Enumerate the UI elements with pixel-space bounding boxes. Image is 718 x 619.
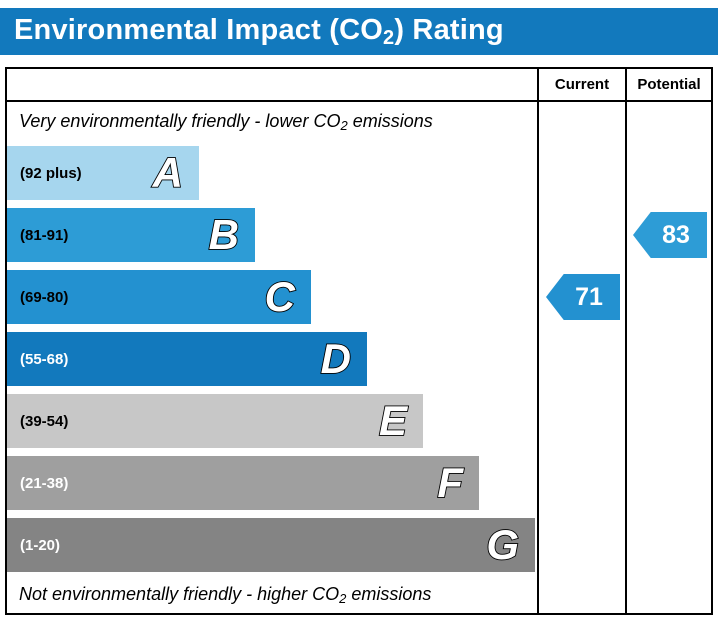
band-range-f: (21-38) xyxy=(20,474,69,492)
band-letter-b: B xyxy=(208,211,240,258)
band-row-f: (21-38) F xyxy=(7,452,537,514)
band-row-e: (39-54) E xyxy=(7,390,537,452)
band-range-e: (39-54) xyxy=(20,412,69,430)
band-bar-f: (21-38) F xyxy=(7,456,479,510)
potential-column-header: Potential xyxy=(625,69,711,102)
bands-panel: Very environmentally friendly - lower CO… xyxy=(7,102,537,613)
band-letter-d: D xyxy=(320,335,352,382)
potential-rating-value: 83 xyxy=(662,220,690,249)
top-note-text: Very environmentally friendly - lower CO… xyxy=(19,111,433,133)
current-column-header: Current xyxy=(537,69,625,102)
band-row-d: (55-68) D xyxy=(7,328,537,390)
top-note: Very environmentally friendly - lower CO… xyxy=(7,102,537,142)
current-column-body: 71 xyxy=(537,102,625,613)
potential-column-body: 83 xyxy=(625,102,711,613)
potential-rating-arrow: 83 xyxy=(633,212,707,258)
band-range-a: (92 plus) xyxy=(20,164,82,182)
band-bar-c: (69-80) C xyxy=(7,270,311,324)
page-title-pre: Environmental Impact (CO xyxy=(14,13,383,46)
page-title-subscript: 2 xyxy=(382,26,395,49)
band-row-g: (1-20) G xyxy=(7,514,537,576)
bottom-note-text: Not environmentally friendly - higher CO… xyxy=(19,583,432,606)
band-row-a: (92 plus) A xyxy=(7,142,537,204)
chart-title-bar: Environmental Impact (CO2) Rating xyxy=(0,8,718,55)
band-bar-b: (81-91) B xyxy=(7,208,255,262)
band-bar-e: (39-54) E xyxy=(7,394,423,448)
current-rating-arrow: 71 xyxy=(546,274,620,320)
band-row-b: (81-91) B xyxy=(7,204,537,266)
band-range-c: (69-80) xyxy=(20,288,69,306)
page-title: Environmental Impact (CO2) Rating xyxy=(14,14,504,50)
main-header-cell xyxy=(7,69,537,102)
band-list: (92 plus) A (81-91) B (69-80) C xyxy=(7,142,537,576)
band-range-g: (1-20) xyxy=(20,536,61,554)
page-title-post: ) Rating xyxy=(394,13,504,46)
band-row-c: (69-80) C xyxy=(7,266,537,328)
band-bar-g: (1-20) G xyxy=(7,518,535,572)
band-letter-g: G xyxy=(485,521,519,568)
band-letter-f: F xyxy=(436,459,463,506)
band-letter-c: C xyxy=(264,273,296,320)
band-range-d: (55-68) xyxy=(20,350,69,368)
rating-chart: Current Potential Very environmentally f… xyxy=(5,67,713,615)
band-letter-e: E xyxy=(378,397,408,444)
bottom-note: Not environmentally friendly - higher CO… xyxy=(7,576,537,613)
band-bar-a: (92 plus) A xyxy=(7,146,199,200)
current-rating-value: 71 xyxy=(575,282,603,311)
band-range-b: (81-91) xyxy=(20,226,69,244)
band-bar-d: (55-68) D xyxy=(7,332,367,386)
band-letter-a: A xyxy=(152,149,184,196)
